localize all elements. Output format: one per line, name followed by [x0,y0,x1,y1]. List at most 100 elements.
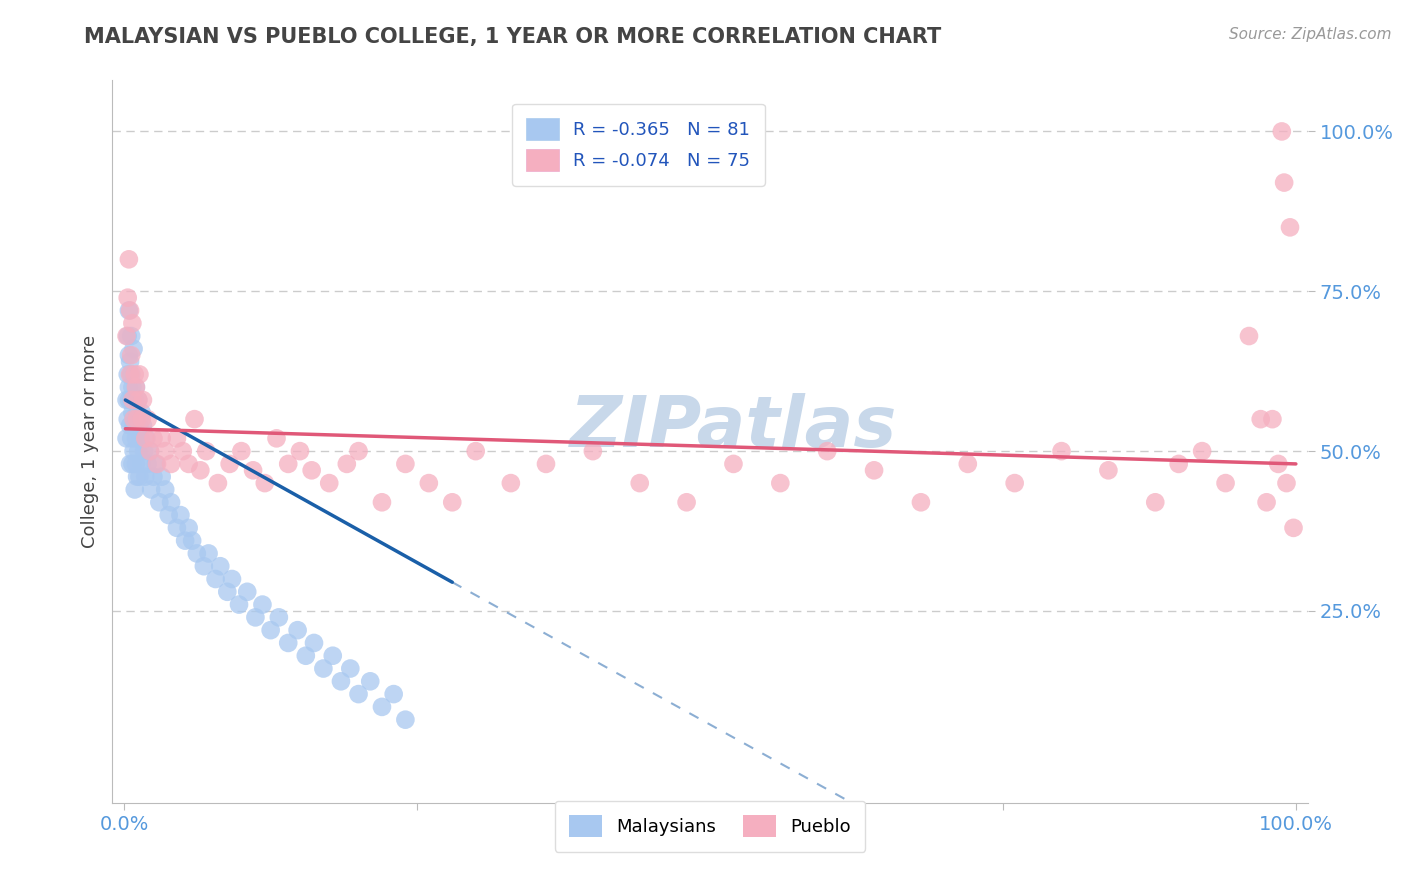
Point [1275,476,1298,491]
Point [1004,476,1026,491]
Point [129,431,152,445]
Point [252,598,274,612]
Point [142,431,165,445]
Point [122,444,145,458]
Point [1261,412,1284,426]
Point [124,483,146,497]
Point [155,483,177,497]
Point [188,463,212,477]
Point [177,521,200,535]
Point [1215,476,1237,491]
Point [134,431,156,445]
Point [863,463,886,477]
Point [117,368,139,382]
Point [120,418,141,433]
Point [125,457,148,471]
Point [131,412,153,426]
Point [121,316,143,330]
Point [172,444,194,458]
Point [124,368,146,382]
Point [127,444,149,458]
Point [141,483,163,497]
Point [181,533,204,548]
Point [117,329,139,343]
Legend: Malaysians, Pueblo: Malaysians, Pueblo [555,801,865,852]
Point [245,610,267,624]
Point [121,392,143,407]
Point [118,348,141,362]
Point [120,457,141,471]
Point [330,674,353,689]
Point [228,598,250,612]
Point [155,444,177,458]
Point [120,354,141,368]
Point [120,348,142,362]
Point [418,476,440,491]
Point [166,431,188,445]
Point [302,636,325,650]
Point [197,546,219,560]
Point [128,469,150,483]
Point [174,533,197,548]
Point [183,412,205,426]
Point [1267,457,1289,471]
Point [150,431,173,445]
Point [204,572,226,586]
Point [769,476,792,491]
Point [221,572,243,586]
Point [132,444,156,458]
Point [139,444,162,458]
Point [128,368,150,382]
Point [1282,521,1305,535]
Point [1256,495,1278,509]
Point [1271,124,1294,138]
Point [117,412,139,426]
Point [1144,495,1167,509]
Point [118,252,141,267]
Point [1191,444,1213,458]
Point [142,469,165,483]
Point [218,457,240,471]
Point [336,457,359,471]
Point [124,392,146,407]
Point [1250,412,1272,426]
Point [121,380,143,394]
Point [186,546,208,560]
Point [120,368,141,382]
Point [207,476,229,491]
Point [339,661,361,675]
Point [134,469,156,483]
Point [628,476,651,491]
Point [120,303,141,318]
Point [322,648,344,663]
Point [177,457,200,471]
Point [288,444,311,458]
Point [301,463,323,477]
Point [121,457,143,471]
Point [371,495,394,509]
Text: Source: ZipAtlas.com: Source: ZipAtlas.com [1229,27,1392,42]
Point [115,392,138,407]
Point [148,495,170,509]
Point [125,431,148,445]
Point [117,291,139,305]
Point [136,412,159,426]
Point [209,559,232,574]
Point [127,406,149,420]
Point [118,380,141,394]
Point [160,495,183,509]
Point [120,368,142,382]
Point [464,444,486,458]
Point [195,444,218,458]
Point [371,699,394,714]
Point [312,661,335,675]
Point [217,584,239,599]
Point [131,406,153,420]
Point [166,521,188,535]
Point [118,392,141,407]
Point [120,329,142,343]
Point [121,406,143,420]
Point [318,476,340,491]
Point [128,418,150,433]
Point [127,392,149,407]
